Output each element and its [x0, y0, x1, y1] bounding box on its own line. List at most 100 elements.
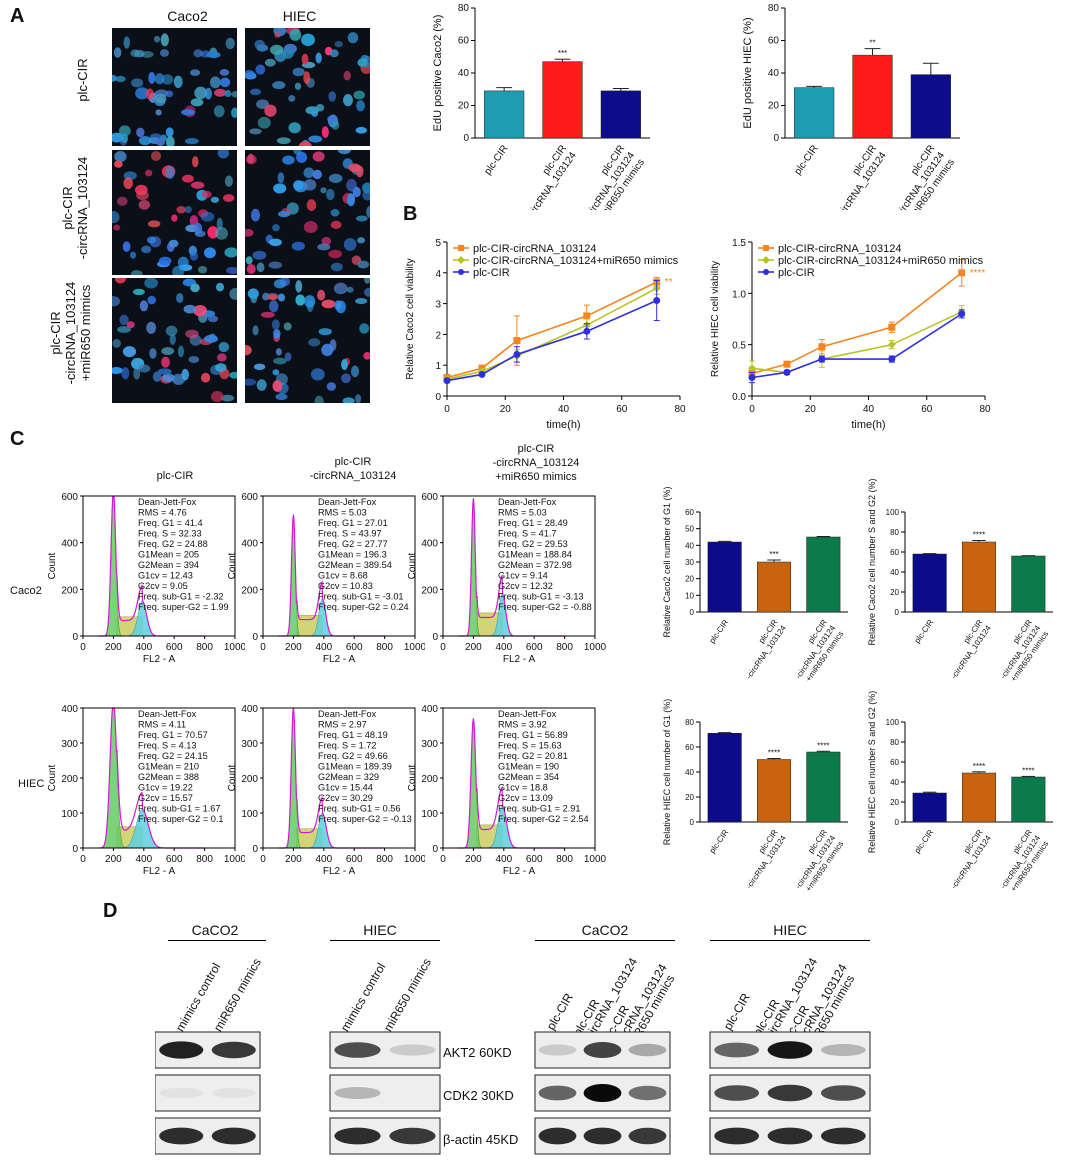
cell-nucleus	[330, 209, 340, 217]
x-tick-label: 20	[500, 404, 512, 415]
cell-nucleus	[282, 48, 294, 59]
cell-nucleus	[176, 205, 186, 214]
flow-stat: Freq. super-G2 = 0.24	[318, 602, 409, 612]
legend-label: plc-CIR	[473, 267, 510, 279]
blot-band	[628, 1043, 667, 1057]
x-axis-label: time(h)	[546, 419, 580, 431]
cell-nucleus	[161, 347, 175, 356]
cell-nucleus	[189, 251, 199, 261]
cell-nucleus	[116, 196, 128, 206]
x-tick-label: 0	[260, 854, 266, 865]
x-tick-label: 0	[444, 404, 450, 415]
cell-nucleus	[206, 51, 221, 59]
cell-nucleus	[167, 242, 175, 252]
cell-nucleus	[162, 373, 175, 383]
cell-nucleus	[276, 137, 291, 145]
y-axis-label: Relative Caco2 cell viability	[405, 258, 416, 379]
cell-nucleus	[303, 167, 315, 179]
cell-nucleus	[123, 177, 133, 190]
x-tick-label: 600	[346, 642, 363, 653]
micro-row-3: plc-CIR -circRNA_103124 +miR650 mimics	[48, 281, 93, 385]
cell-nucleus	[255, 64, 266, 75]
cell-nucleus	[216, 217, 223, 231]
y-tick-label: 0	[895, 818, 900, 827]
x-tick-label: plc-CIR	[913, 828, 936, 855]
cell-nucleus	[165, 166, 175, 180]
blot-band	[334, 1127, 381, 1145]
data-point	[888, 323, 896, 331]
y-axis-label: Relative Caco2 cell number of G1 (%)	[662, 486, 672, 637]
cell-nucleus	[201, 190, 212, 199]
cell-nucleus	[156, 138, 165, 146]
y-tick-label: 0.5	[732, 341, 746, 352]
significance-label: **	[665, 277, 673, 288]
label-line: plc-CIR	[482, 143, 510, 177]
cell-nucleus	[310, 368, 325, 381]
flow-stat: G2Mean = 354	[498, 772, 559, 782]
flow-frame	[442, 495, 596, 637]
y-tick-label: 60	[890, 758, 899, 767]
x-tick-label: 0	[260, 642, 266, 653]
cell-nucleus	[210, 390, 224, 403]
cell-nucleus	[176, 293, 184, 303]
lane-mimics-control-2: mimics control	[337, 960, 389, 1034]
cell-nucleus	[272, 369, 280, 376]
flow-stat: G2cv = 13.09	[498, 793, 553, 803]
cell-nucleus	[257, 116, 271, 129]
flow-stat: G2Mean = 329	[318, 772, 379, 782]
cell-nucleus	[256, 262, 265, 273]
blot-band	[211, 1041, 256, 1059]
y-tick-label: 30	[685, 558, 694, 567]
y-axis-label: Relative HIEC cell number S and G2 (%)	[867, 691, 877, 854]
cell-nucleus	[224, 247, 237, 258]
flow-plot-hiec-mimics: 0 100 200 300 400 0 200 400 600 800 1000 FL2 - A Cou…	[407, 704, 607, 877]
cell-nucleus	[198, 265, 208, 274]
cell-nucleus	[328, 91, 337, 102]
micro-image-caco2-circ	[112, 150, 237, 275]
cell-nucleus	[113, 224, 121, 231]
x-tick-label: 600	[166, 642, 183, 653]
x-tick-label: plc-CIR	[913, 618, 936, 645]
cell-nucleus	[204, 334, 218, 343]
cell-nucleus	[194, 86, 208, 100]
data-point	[583, 327, 591, 335]
flow-stat: Freq. G1 = 48.19	[318, 730, 388, 740]
cell-nucleus	[247, 288, 259, 299]
x-tick-label: 200	[465, 642, 482, 653]
cell-nucleus	[292, 67, 305, 77]
cell-nucleus	[204, 87, 212, 100]
y-axis-label: EdU positive HIEC (%)	[742, 17, 754, 128]
x-tick-label: plc-CIR-circRNA_103124	[744, 828, 788, 891]
cell-nucleus	[291, 241, 305, 251]
x-tick-label: 0	[80, 854, 86, 865]
cell-nucleus	[181, 109, 195, 116]
cell-nucleus	[249, 128, 262, 135]
cell-nucleus	[277, 172, 285, 184]
bar	[1011, 776, 1046, 823]
y-tick-label: 40	[890, 568, 899, 577]
x-tick-label: 400	[495, 642, 512, 653]
cell-nucleus	[140, 50, 154, 58]
flow-title-2: plc-CIR -circRNA_103124	[309, 456, 397, 482]
y-tick-label: 80	[890, 528, 899, 537]
flow-stat: G1cv = 15.44	[318, 783, 373, 793]
y-tick-label: 100	[61, 809, 78, 820]
flow-stat: Dean-Jett-Fox	[318, 709, 377, 719]
bar	[912, 553, 947, 613]
y-tick-label: 0.0	[732, 392, 746, 403]
y-tick-label: 0	[432, 844, 438, 855]
x-tick-label: plc-CIR-circRNA_103124+miR650 mimics	[893, 143, 957, 210]
x-axis-label: FL2 - A	[323, 866, 356, 877]
blot-group-caco2-1: CaCO2	[191, 922, 239, 938]
y-tick-label: 0	[895, 608, 900, 617]
y-tick-label: 100	[886, 508, 900, 517]
cell-nucleus	[275, 393, 288, 401]
blot-band	[583, 1042, 622, 1058]
y-tick-label: 0	[432, 632, 438, 643]
y-tick-label: 80	[768, 3, 780, 14]
cell-nucleus	[165, 90, 174, 98]
x-tick-label: plc-CIR-circRNA_103124	[949, 618, 993, 681]
x-tick-label: plc-CIR-circRNA_103124+miR650 mimics	[999, 828, 1051, 893]
x-tick-label: 400	[495, 854, 512, 865]
x-tick-label: 80	[674, 404, 686, 415]
